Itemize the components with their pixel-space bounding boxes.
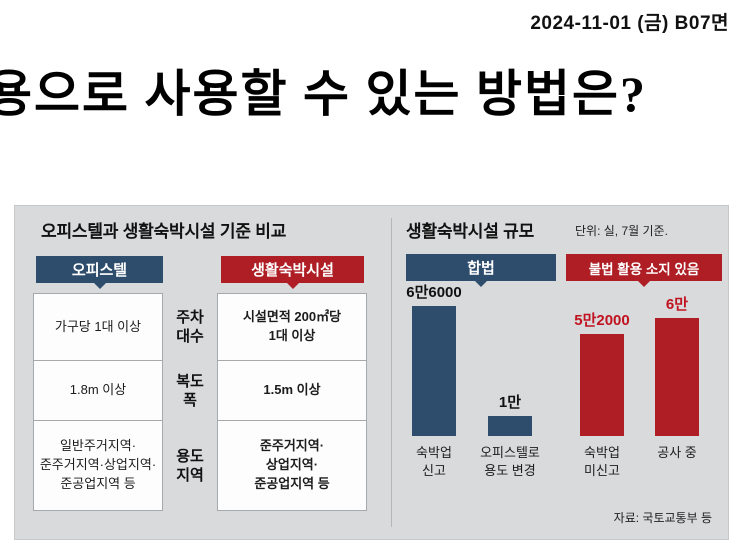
ribbon-tail xyxy=(93,283,106,289)
date-header: 2024-11-01 (금) B07면 xyxy=(530,13,729,34)
comparison-row-labels: 주차 대수 복도 폭 용도 지역 xyxy=(163,293,217,511)
table-cell: 준주거지역· 상업지역· 준공업지역 등 xyxy=(217,421,367,511)
legend-illegal-label: 불법 활용 소지 있음 xyxy=(588,261,700,277)
column-header-saengsuk-label: 생활숙박시설 xyxy=(251,262,334,279)
legend-legal-label: 합법 xyxy=(467,260,495,277)
table-cell: 시설면적 200㎡당 1대 이상 xyxy=(217,293,367,361)
bar xyxy=(580,334,624,436)
bar-category-label: 공사 중 xyxy=(657,445,697,460)
comparison-table: 가구당 1대 이상 1.8m 이상 일반주거지역· 준주거지역·상업지역· 준공… xyxy=(33,293,367,511)
bar-category-label: 숙박업 미신고 xyxy=(584,445,620,478)
bar-value-label: 6만 xyxy=(665,296,689,313)
bar-group-yongdo-byeongyeong: 1만 오피스텔로 용도 변경 xyxy=(470,276,550,478)
section-divider xyxy=(391,218,392,527)
row-label: 주차 대수 xyxy=(176,308,204,346)
ribbon-tail xyxy=(638,281,650,287)
row-label: 용도 지역 xyxy=(176,447,204,485)
unit-note: 단위: 실, 7월 기준. xyxy=(575,224,668,238)
ribbon-tail xyxy=(475,281,487,287)
legend-legal: 합법 xyxy=(406,254,556,287)
bar-value-label: 6만6000 xyxy=(406,284,462,301)
chart-title: 생활숙박시설 규모 xyxy=(406,222,535,241)
comparison-title: 오피스텔과 생활숙박시설 기준 비교 xyxy=(41,222,287,241)
bar-group-sukbak-singo: 6만6000 숙박업 신고 xyxy=(394,276,474,478)
column-header-officetel-label: 오피스텔 xyxy=(71,262,128,279)
source-note: 자료: 국토교통부 등 xyxy=(613,511,712,525)
bar-value-label: 5만2000 xyxy=(574,312,630,329)
table-cell: 일반주거지역· 준주거지역·상업지역· 준공업지역 등 xyxy=(33,421,163,511)
table-cell: 가구당 1대 이상 xyxy=(33,293,163,361)
bar xyxy=(412,306,456,436)
table-cell: 1.8m 이상 xyxy=(33,361,163,421)
bar xyxy=(488,416,532,436)
infographic-panel: 오피스텔과 생활숙박시설 기준 비교 오피스텔 생활숙박시설 가구당 1대 이상… xyxy=(14,205,729,540)
column-header-saengsuk: 생활숙박시설 xyxy=(221,256,364,289)
row-label: 복도 폭 xyxy=(176,372,204,410)
table-cell: 1.5m 이상 xyxy=(217,361,367,421)
bar xyxy=(655,318,699,436)
column-header-officetel: 오피스텔 xyxy=(36,256,163,289)
bar-group-gongsa: 6만 공사 중 xyxy=(637,276,717,460)
ribbon-tail xyxy=(286,283,299,289)
bar-category-label: 숙박업 신고 xyxy=(416,445,452,478)
comparison-column-officetel: 가구당 1대 이상 1.8m 이상 일반주거지역· 준주거지역·상업지역· 준공… xyxy=(33,293,163,511)
headline: 용으로 사용할 수 있는 방법은? xyxy=(0,66,647,122)
bar-value-label: 1만 xyxy=(498,394,522,411)
bar-group-misingo: 5만2000 숙박업 미신고 xyxy=(562,276,642,478)
bar-category-label: 오피스텔로 용도 변경 xyxy=(480,445,540,478)
comparison-column-saengsuk: 시설면적 200㎡당 1대 이상 1.5m 이상 준주거지역· 상업지역· 준공… xyxy=(217,293,367,511)
legend-illegal: 불법 활용 소지 있음 xyxy=(566,254,722,287)
